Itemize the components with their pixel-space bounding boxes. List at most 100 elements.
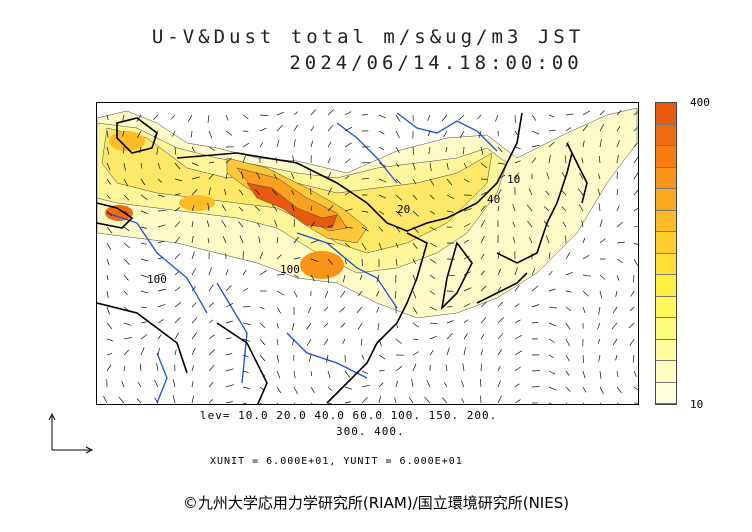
wind-vector — [323, 322, 329, 328]
wind-vector — [140, 194, 148, 200]
wind-vector — [153, 130, 159, 138]
wind-vector — [633, 157, 638, 164]
wind-vector — [512, 203, 516, 212]
wind-vector — [412, 338, 419, 340]
wind-vector — [344, 208, 353, 212]
wind-vector — [615, 290, 618, 297]
wind-vector — [514, 267, 518, 276]
wind-vector — [136, 130, 142, 138]
wind-vector — [578, 204, 584, 212]
wind-vector — [172, 130, 176, 137]
wind-vector — [140, 334, 148, 340]
chart-title: U-V&Dust total m/s&ug/m3 JST — [151, 26, 585, 48]
wind-vector — [292, 338, 295, 346]
wind-vector — [616, 274, 620, 281]
wind-vector — [191, 381, 194, 388]
wind-vector — [225, 384, 234, 388]
wind-vector — [528, 188, 533, 196]
wind-vector — [395, 114, 401, 122]
wind-vector — [310, 140, 314, 148]
wind-vector — [225, 320, 233, 324]
wind-vector — [208, 187, 211, 196]
wind-vector — [221, 220, 227, 228]
wind-vector — [140, 178, 146, 186]
wind-vector — [258, 236, 261, 244]
wind-vector — [276, 274, 285, 276]
wind-vector — [497, 188, 502, 196]
wind-vector — [543, 220, 550, 228]
wind-vector — [633, 402, 638, 404]
wind-vector — [344, 401, 352, 404]
wind-vector — [359, 274, 363, 281]
wind-vector — [512, 221, 516, 228]
wind-vector — [308, 354, 312, 362]
wind-vector — [259, 142, 264, 148]
wind-vector — [582, 237, 586, 244]
wind-vector — [582, 402, 585, 404]
wind-vector — [242, 402, 248, 404]
wind-vector — [616, 258, 624, 264]
wind-vector — [293, 386, 298, 395]
wind-vector — [153, 114, 159, 121]
wind-vector — [344, 370, 351, 378]
wind-vector — [378, 226, 384, 232]
wind-vector — [378, 354, 386, 360]
wind-vector — [208, 319, 214, 324]
wind-vector — [344, 226, 353, 229]
wind-vector — [225, 114, 229, 121]
wind-vector — [581, 157, 584, 164]
wind-vector — [565, 338, 570, 347]
wind-vector — [259, 370, 265, 376]
wind-vector — [157, 319, 164, 324]
wind-vector — [428, 146, 431, 155]
wind-vector — [548, 270, 553, 276]
wind-vector — [309, 171, 312, 180]
wind-vector — [276, 290, 284, 296]
wind-vector — [531, 285, 539, 292]
wind-vector — [276, 386, 282, 394]
wind-vector — [598, 306, 601, 315]
wind-vector — [225, 157, 232, 164]
wind-vector — [443, 130, 448, 138]
wind-vector — [616, 126, 621, 132]
wind-vector — [242, 370, 249, 373]
wind-vector — [239, 235, 244, 244]
wind-vector — [339, 306, 346, 313]
wind-vector — [548, 370, 556, 375]
wind-vector — [106, 338, 114, 342]
wind-vector — [548, 155, 551, 164]
wind-vector — [259, 306, 265, 310]
wind-vector — [276, 237, 279, 244]
color-scale-swatch — [656, 167, 676, 189]
wind-vector — [531, 268, 536, 276]
wind-vector — [480, 317, 487, 324]
wind-vector — [276, 139, 280, 148]
wind-vector — [531, 322, 539, 324]
color-scale-swatch — [656, 361, 676, 383]
color-scale-swatch — [656, 296, 676, 318]
wind-vector — [548, 322, 557, 327]
wind-vector — [242, 306, 251, 308]
wind-vector — [207, 238, 210, 244]
wind-vector — [628, 322, 635, 329]
wind-vector — [118, 396, 125, 404]
wind-vector — [446, 347, 450, 356]
wind-vector — [191, 146, 195, 152]
wind-vector — [123, 146, 125, 154]
wind-vector — [395, 146, 400, 154]
wind-vector — [480, 349, 484, 356]
wind-vector — [157, 194, 165, 197]
wind-vector — [191, 130, 193, 138]
wind-vector — [259, 402, 262, 404]
wind-vector — [582, 354, 584, 364]
wind-vector — [123, 162, 126, 171]
wind-vector — [599, 290, 603, 299]
wind-vector — [480, 253, 485, 260]
wind-vector — [514, 319, 521, 324]
wind-vector — [599, 238, 606, 244]
wind-vector — [599, 139, 602, 148]
wind-vector — [531, 130, 540, 135]
wind-vector — [174, 271, 180, 276]
wind-vector — [429, 242, 438, 248]
wind-vector — [174, 207, 181, 212]
